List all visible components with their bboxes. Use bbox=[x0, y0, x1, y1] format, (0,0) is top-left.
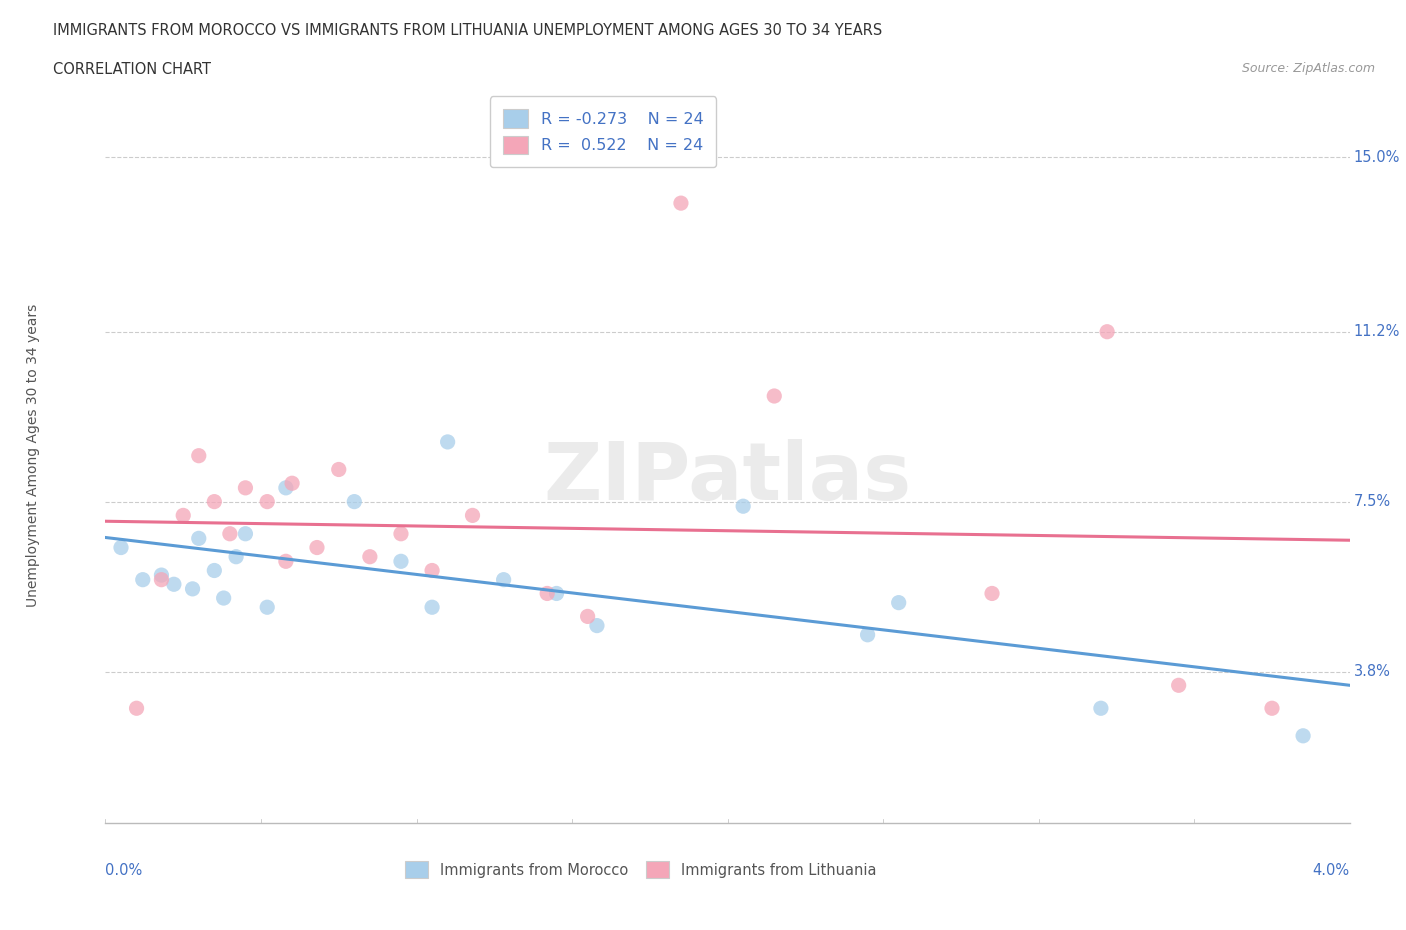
Point bbox=[461, 508, 484, 523]
Point bbox=[343, 494, 366, 509]
Point bbox=[546, 586, 568, 601]
Text: 0.0%: 0.0% bbox=[105, 863, 142, 879]
Point bbox=[1095, 325, 1118, 339]
Point bbox=[389, 554, 412, 569]
Point bbox=[212, 591, 235, 605]
Point bbox=[235, 481, 257, 496]
Point bbox=[586, 618, 609, 633]
Point bbox=[536, 586, 558, 601]
Point bbox=[669, 195, 692, 210]
Point bbox=[256, 494, 278, 509]
Point bbox=[256, 600, 278, 615]
Point bbox=[235, 526, 257, 541]
Point bbox=[856, 628, 879, 643]
Point bbox=[172, 508, 194, 523]
Point bbox=[281, 476, 304, 491]
Point bbox=[125, 701, 148, 716]
Point bbox=[202, 494, 225, 509]
Legend: Immigrants from Morocco, Immigrants from Lithuania: Immigrants from Morocco, Immigrants from… bbox=[398, 854, 883, 885]
Point bbox=[274, 481, 297, 496]
Text: Unemployment Among Ages 30 to 34 years: Unemployment Among Ages 30 to 34 years bbox=[27, 304, 41, 607]
Point bbox=[274, 554, 297, 569]
Point bbox=[981, 586, 1004, 601]
Point bbox=[1090, 701, 1112, 716]
Point bbox=[219, 526, 242, 541]
Text: IMMIGRANTS FROM MOROCCO VS IMMIGRANTS FROM LITHUANIA UNEMPLOYMENT AMONG AGES 30 : IMMIGRANTS FROM MOROCCO VS IMMIGRANTS FR… bbox=[53, 23, 883, 38]
Text: Source: ZipAtlas.com: Source: ZipAtlas.com bbox=[1241, 62, 1375, 75]
Point bbox=[187, 531, 209, 546]
Point bbox=[1292, 728, 1315, 743]
Point bbox=[150, 572, 173, 587]
Text: CORRELATION CHART: CORRELATION CHART bbox=[53, 62, 211, 77]
Text: 3.8%: 3.8% bbox=[1354, 664, 1391, 679]
Point bbox=[163, 577, 186, 591]
Text: 15.0%: 15.0% bbox=[1354, 150, 1400, 165]
Text: 7.5%: 7.5% bbox=[1354, 494, 1391, 509]
Text: 11.2%: 11.2% bbox=[1354, 325, 1400, 339]
Point bbox=[887, 595, 910, 610]
Point bbox=[202, 563, 225, 578]
Point bbox=[492, 572, 515, 587]
Point bbox=[359, 550, 381, 565]
Text: 4.0%: 4.0% bbox=[1313, 863, 1350, 879]
Text: ZIPatlas: ZIPatlas bbox=[544, 439, 911, 517]
Point bbox=[1261, 701, 1284, 716]
Point bbox=[733, 498, 755, 513]
Point bbox=[420, 600, 443, 615]
Point bbox=[181, 581, 204, 596]
Point bbox=[225, 550, 247, 565]
Point bbox=[132, 572, 155, 587]
Point bbox=[576, 609, 599, 624]
Point bbox=[1167, 678, 1189, 693]
Point bbox=[389, 526, 412, 541]
Point bbox=[436, 434, 458, 449]
Point bbox=[420, 563, 443, 578]
Point bbox=[110, 540, 132, 555]
Point bbox=[763, 389, 786, 404]
Point bbox=[328, 462, 350, 477]
Point bbox=[187, 448, 209, 463]
Point bbox=[150, 567, 173, 582]
Point bbox=[305, 540, 328, 555]
